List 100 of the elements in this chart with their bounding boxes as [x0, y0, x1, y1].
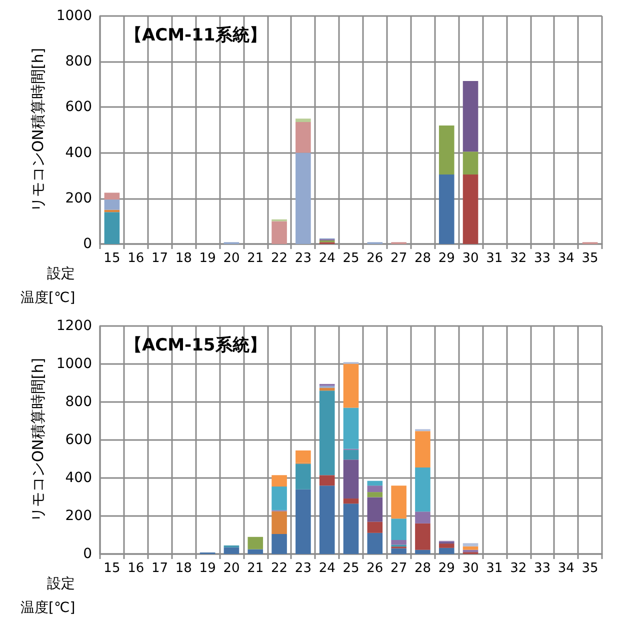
x-tick-label: 20	[223, 561, 240, 576]
bar	[343, 460, 359, 499]
bar	[415, 512, 430, 524]
bar	[391, 540, 406, 545]
bar	[415, 523, 430, 550]
x-tick-label: 23	[294, 561, 312, 576]
x-tick-label: 29	[438, 561, 455, 576]
bar	[391, 486, 406, 519]
bar	[296, 118, 311, 122]
y-tick-label: 1000	[56, 8, 92, 24]
bar	[462, 80, 478, 152]
y-tick-label: 1200	[56, 318, 92, 334]
y-tick-label: 200	[65, 508, 92, 524]
x-tick-label: 16	[128, 561, 144, 576]
bar	[248, 536, 264, 550]
x-tick-label: 18	[175, 561, 192, 576]
x-tick-label: 30	[462, 561, 479, 576]
x-axis-title: 設定温度[℃]	[20, 576, 76, 616]
bar	[272, 511, 287, 534]
x-tick-label: 28	[414, 561, 431, 576]
x-tick-label: 15	[104, 561, 120, 576]
bar	[319, 475, 335, 486]
x-tick-label: 32	[510, 251, 527, 266]
bar	[343, 498, 359, 504]
bar	[367, 522, 383, 533]
bar	[296, 122, 311, 153]
x-tick-label: 15	[104, 251, 120, 266]
y-tick-label: 0	[83, 236, 92, 252]
bar	[415, 550, 430, 554]
text: 【ACM-11系統】	[125, 26, 266, 46]
x-tick-label: 34	[558, 251, 574, 266]
x-tick-label: 18	[175, 251, 192, 266]
x-tick-label: 33	[534, 561, 551, 576]
bar	[343, 364, 359, 408]
y-tick-label: 400	[65, 470, 92, 486]
bar	[462, 152, 478, 174]
x-tick-label: 19	[199, 561, 216, 576]
x-tick-label: 31	[486, 561, 503, 576]
bar	[319, 486, 335, 554]
y-axis-title: リモコンON積算時間[h]	[28, 358, 47, 522]
x-tick-label: 31	[486, 251, 503, 266]
x-tick-label: 24	[318, 251, 336, 266]
bar	[462, 546, 478, 550]
bar	[438, 548, 454, 554]
bar	[296, 464, 311, 490]
bar	[438, 544, 454, 548]
x-tick-label: 17	[151, 561, 168, 576]
bar	[438, 125, 454, 174]
x-tick-label: 23	[294, 251, 312, 266]
bar	[462, 543, 478, 546]
y-tick-label: 200	[65, 190, 92, 206]
bar	[104, 192, 120, 200]
y-tick-label: 600	[65, 99, 92, 116]
bar	[391, 548, 406, 554]
bar	[272, 221, 287, 244]
y-tick-label: 400	[65, 144, 92, 161]
x-tick-label: 19	[199, 251, 216, 266]
x-tick-label: 35	[582, 561, 598, 576]
bar	[367, 497, 383, 522]
bar	[224, 547, 240, 554]
x-tick-label: 34	[558, 561, 574, 576]
bar	[319, 390, 335, 476]
x-tick-label: 29	[438, 251, 455, 266]
bar	[415, 468, 430, 512]
x-axis-title: 設定温度[℃]	[20, 266, 76, 306]
bar	[296, 489, 311, 554]
bar	[367, 532, 383, 554]
bar	[391, 518, 406, 540]
x-tick-label: 28	[414, 251, 431, 266]
x-tick-label: 26	[366, 251, 384, 266]
x-tick-label: 17	[151, 251, 168, 266]
y-tick-label: 800	[65, 394, 92, 410]
bar	[272, 486, 287, 510]
bar	[367, 480, 383, 486]
y-axis-title: リモコンON積算時間[h]	[28, 48, 47, 212]
x-tick-label: 16	[128, 251, 144, 266]
x-tick-label: 22	[271, 561, 288, 576]
x-tick-label: 24	[318, 561, 336, 576]
bar	[343, 450, 359, 460]
bar	[438, 174, 454, 244]
text: 【ACM-15系統】	[125, 336, 266, 356]
bar	[272, 475, 287, 487]
x-tick-label: 27	[390, 251, 408, 266]
bar	[104, 200, 120, 210]
x-tick-label: 35	[582, 251, 598, 266]
bar	[343, 408, 359, 449]
bar	[367, 492, 383, 498]
x-tick-label: 22	[271, 251, 288, 266]
x-tick-label: 21	[247, 251, 264, 266]
x-tick-label: 32	[510, 561, 527, 576]
bar	[248, 549, 264, 554]
y-tick-label: 0	[83, 546, 92, 562]
bar	[343, 504, 359, 554]
bar	[272, 534, 287, 554]
x-tick-label: 21	[247, 561, 264, 576]
bar	[296, 450, 311, 463]
bar	[296, 152, 311, 244]
x-tick-label: 25	[342, 561, 360, 576]
x-tick-label: 33	[534, 251, 551, 266]
bar	[462, 174, 478, 244]
